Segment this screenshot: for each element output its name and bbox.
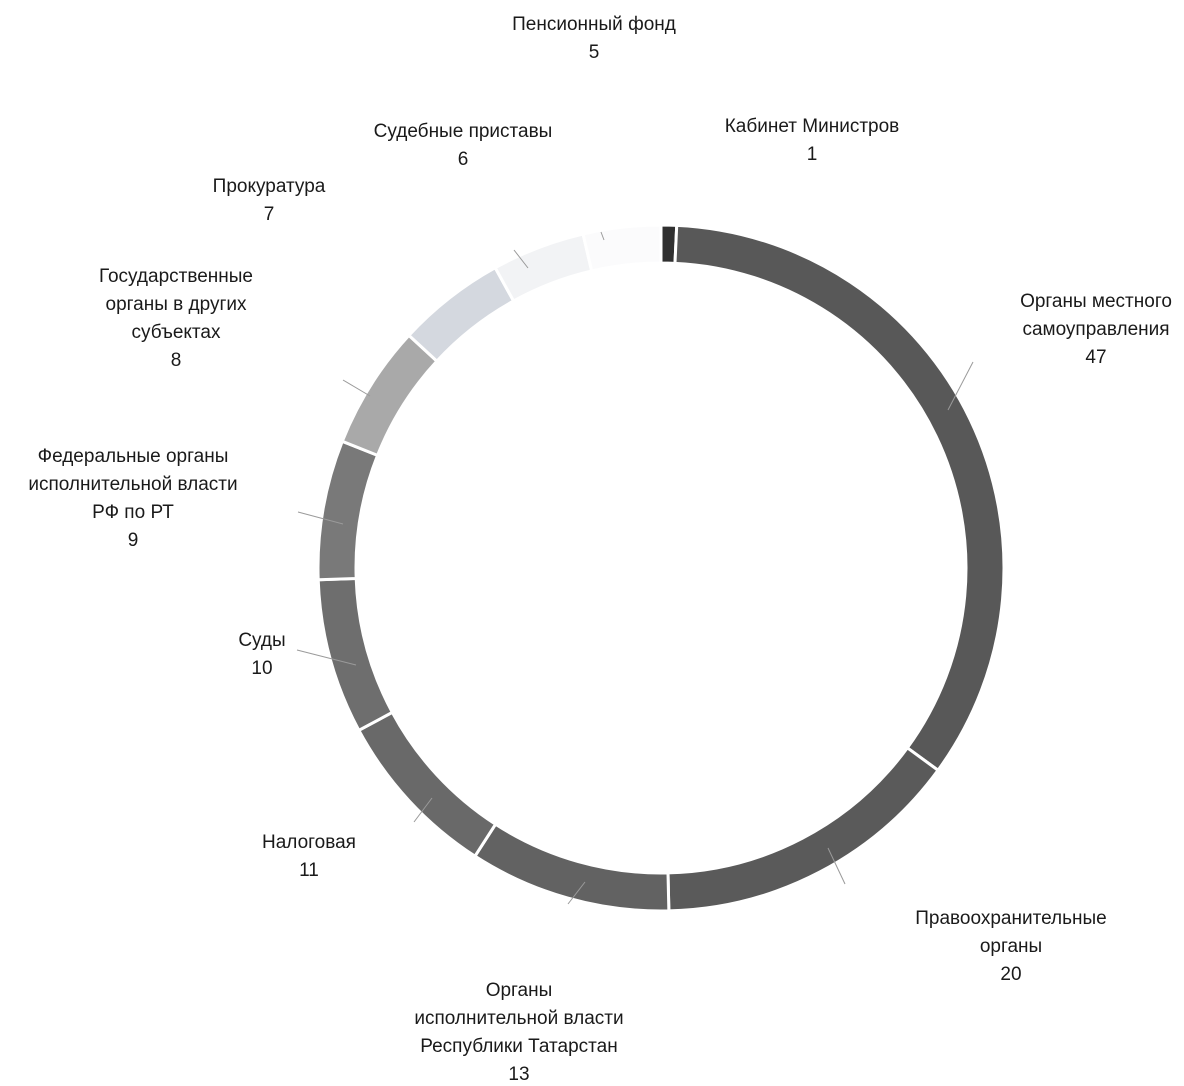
data-label-4: Органы исполнительной власти Республики Та… [414, 980, 623, 1085]
data-label-text: Органы местного [1020, 291, 1172, 312]
data-label-value: 13 [508, 1064, 529, 1085]
slice-2 [673, 223, 1006, 773]
slice-7 [316, 439, 380, 582]
data-label-2: Органы местного самоуправления 47 [1020, 291, 1172, 368]
slice-3 [666, 745, 941, 913]
data-label-text: субъектах [132, 322, 221, 343]
data-labels-group: Кабинет Министров 1 Органы местного самоупр… [28, 14, 1172, 1085]
slice-8 [340, 333, 439, 458]
data-label-text: Налоговая [262, 832, 356, 853]
slice-11 [581, 223, 663, 273]
data-label-value: 10 [251, 658, 272, 679]
slice-5 [356, 710, 498, 859]
leader-line-9 [513, 249, 529, 269]
data-label-8: Государственные органы в других субъектах 8 [99, 266, 253, 371]
data-label-text: Государственные [99, 266, 253, 287]
data-label-text: Кабинет Министров [725, 116, 900, 137]
leader-line-4 [567, 881, 586, 905]
data-label-value: 1 [807, 144, 818, 165]
data-label-10: Судебные приставы 6 [374, 121, 553, 170]
data-label-text: РФ по РТ [92, 502, 174, 523]
data-label-text: органы в других [106, 294, 247, 315]
slice-4 [472, 822, 671, 913]
data-label-value: 11 [299, 860, 319, 881]
slice-9 [406, 265, 516, 364]
data-label-11: Пенсионный фонд 5 [512, 14, 676, 63]
data-label-text: Правоохранительные [915, 908, 1106, 929]
data-label-value: 7 [264, 204, 275, 225]
data-label-text: Федеральные органы [38, 446, 229, 467]
data-label-value: 47 [1085, 347, 1106, 368]
data-label-value: 5 [589, 42, 600, 63]
data-label-text: Прокуратура [213, 176, 326, 197]
data-label-text: Республики Татарстан [420, 1036, 617, 1057]
leader-line-3 [827, 847, 846, 885]
data-label-text: Суды [238, 630, 285, 651]
data-label-text: органы [980, 936, 1042, 957]
leader-line-8 [342, 379, 371, 397]
data-label-text: исполнительной власти [414, 1008, 623, 1029]
leader-line-10 [600, 231, 605, 241]
data-label-9: Прокуратура 7 [213, 176, 326, 225]
leader-line-2 [947, 361, 974, 411]
data-label-text: Пенсионный фонд [512, 14, 676, 35]
data-label-text: Судебные приставы [374, 121, 553, 142]
data-label-value: 6 [458, 149, 469, 170]
data-label-7: Федеральные органы исполнительной власти Р… [28, 446, 237, 551]
data-label-6: Суды 10 [238, 630, 285, 679]
data-label-1: Кабинет Министров 1 [725, 116, 900, 165]
leader-line-7 [297, 511, 344, 525]
slice-6 [316, 576, 395, 733]
data-label-text: самоуправления [1022, 319, 1169, 340]
data-label-text: Органы [486, 980, 553, 1001]
leader-line-6 [296, 649, 357, 666]
data-label-value: 9 [128, 530, 139, 551]
leader-lines-group [296, 231, 974, 905]
data-label-value: 8 [171, 350, 182, 371]
data-label-text: исполнительной власти [28, 474, 237, 495]
data-label-3: Правоохранительные органы 20 [915, 908, 1106, 985]
slices-group [316, 223, 1006, 913]
data-label-value: 20 [1000, 964, 1021, 985]
leader-line-5 [413, 797, 433, 823]
data-label-5: Налоговая 11 [262, 832, 356, 881]
slice-10 [493, 232, 594, 304]
